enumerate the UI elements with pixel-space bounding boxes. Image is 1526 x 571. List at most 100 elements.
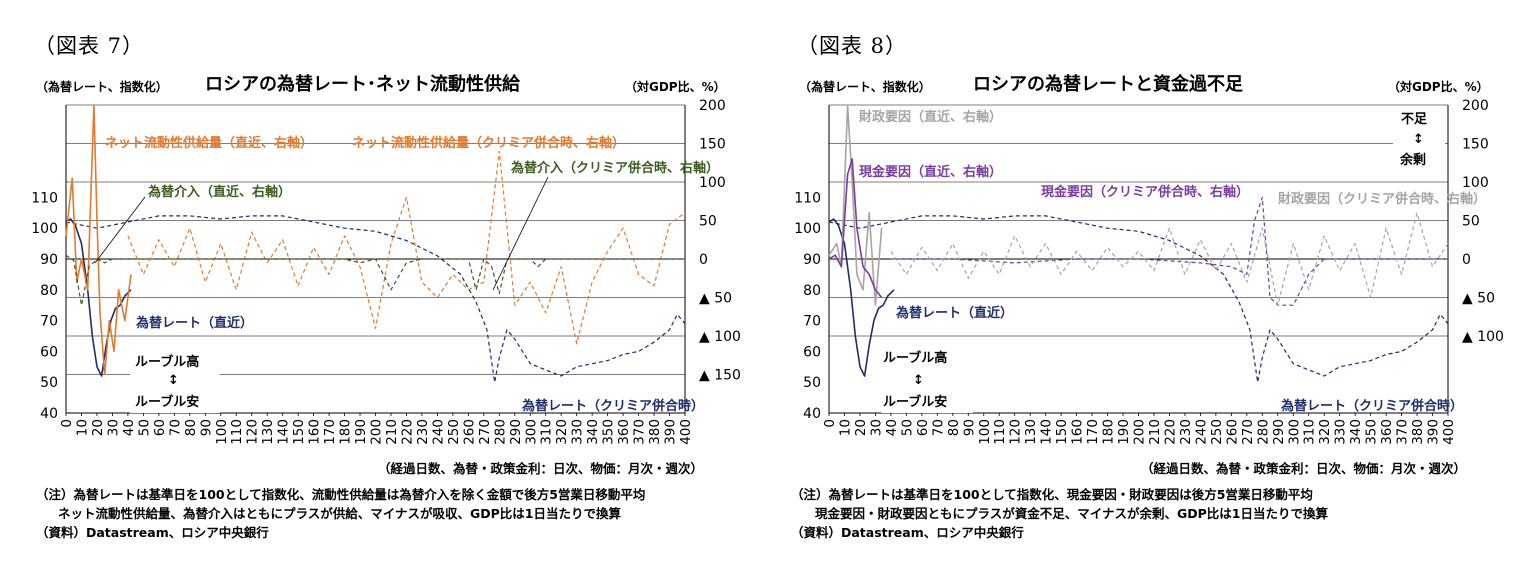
x-tick-label: 390: [663, 419, 679, 445]
label-mask: [1393, 108, 1445, 172]
y-right-tick-label: 0: [1462, 252, 1471, 268]
x-tick-label: 50: [136, 419, 152, 436]
left-axis-unit: （為替レート、指数化）: [36, 80, 168, 94]
x-tick-label: 210: [1147, 419, 1163, 445]
x-tick-label: 90: [961, 419, 977, 436]
chart-annotation: ルーブル安: [135, 394, 199, 410]
x-tick-label: 130: [260, 419, 276, 445]
y-left-tick-label: 60: [40, 344, 58, 360]
y-right-tick-label: ▲ 150: [699, 368, 741, 384]
series-line: [828, 215, 1449, 383]
x-tick-label: 220: [1162, 419, 1178, 445]
x-tick-label: 400: [678, 419, 694, 445]
series-line: [65, 218, 132, 377]
x-tick-label: 70: [930, 419, 946, 436]
chart-annotation: 為替介入（直近、右軸）: [148, 184, 291, 200]
chart-annotation: 為替介入（クリミア併合時、右軸）: [511, 160, 719, 176]
x-tick-label: 170: [1085, 419, 1101, 445]
x-tick-label: 320: [554, 419, 570, 445]
series-line: [828, 218, 895, 377]
x-tick-label: 110: [229, 419, 245, 445]
chart-annotation: 財政要因（直近、右軸）: [858, 109, 1002, 125]
x-tick-label: 280: [1255, 419, 1271, 445]
leader-line: [492, 176, 549, 291]
figure-label: （図表 8）: [797, 34, 908, 58]
x-tick-label: 30: [868, 419, 884, 436]
x-tick-label: 0: [59, 419, 75, 428]
x-tick-label: 370: [632, 419, 648, 445]
chart-title: ロシアの為替レート･ネット流動性供給: [205, 74, 520, 95]
series-line: [890, 196, 1448, 306]
x-tick-label: 370: [1395, 419, 1411, 445]
chart-annotation: 余剰: [1399, 152, 1426, 168]
series-line: [65, 254, 685, 306]
x-tick-label: 80: [946, 419, 962, 436]
right-axis-unit: （対GDP比、%）: [625, 80, 726, 94]
chart-annotation: 為替レート（クリミア併合時）: [1281, 398, 1463, 414]
x-tick-label: 210: [384, 419, 400, 445]
chart-title: ロシアの為替レートと資金過不足: [973, 74, 1243, 95]
y-right-tick-label: 200: [1462, 98, 1489, 114]
y-left-tick-label: 100: [794, 221, 821, 237]
chart-annotation: 為替レート（直近）: [896, 305, 1013, 321]
x-tick-label: 260: [1224, 419, 1240, 445]
y-right-tick-label: 0: [699, 252, 708, 268]
y-left-tick-label: 50: [803, 375, 821, 391]
x-tick-label: 110: [992, 419, 1008, 445]
x-tick-label: 320: [1317, 419, 1333, 445]
x-tick-label: 250: [446, 419, 462, 445]
x-tick-label: 200: [369, 419, 385, 445]
chart-annotation: ルーブル高: [135, 354, 199, 370]
x-tick-label: 40: [884, 419, 900, 436]
x-tick-label: 270: [1240, 419, 1256, 445]
y-left-tick-label: 90: [803, 252, 821, 268]
x-tick-label: 100: [977, 419, 993, 445]
x-tick-label: 220: [399, 419, 415, 445]
x-tick-label: 240: [1193, 419, 1209, 445]
y-right-tick-label: 50: [1462, 214, 1480, 230]
y-left-tick-label: 110: [794, 190, 821, 206]
y-right-tick-label: ▲ 100: [1462, 329, 1504, 345]
chart-annotation: ↕: [1413, 132, 1424, 147]
x-tick-label: 380: [1410, 419, 1426, 445]
x-tick-label: 60: [915, 419, 931, 436]
x-tick-label: 360: [1379, 419, 1395, 445]
x-tick-label: 310: [539, 419, 555, 445]
footnote-2: 現金要因・財政要因ともにプラスが資金不足、マイナスが余剰、GDP比は1日当たりで…: [815, 506, 1328, 521]
x-tick-label: 70: [167, 419, 183, 436]
x-tick-label: 360: [616, 419, 632, 445]
series-line: [890, 212, 1449, 306]
x-tick-label: 180: [338, 419, 354, 445]
x-tick-label: 310: [1302, 419, 1318, 445]
x-tick-label: 20: [90, 419, 106, 436]
x-tick-label: 50: [899, 419, 915, 436]
x-tick-label: 230: [1178, 419, 1194, 445]
x-tick-label: 0: [822, 419, 838, 428]
y-right-tick-label: 200: [699, 98, 726, 114]
y-right-tick-label: ▲ 50: [1462, 291, 1495, 307]
x-tick-label: 80: [183, 419, 199, 436]
x-tick-label: 340: [585, 419, 601, 445]
x-tick-label: 20: [853, 419, 869, 436]
x-tick-label: 260: [461, 419, 477, 445]
x-tick-label: 350: [601, 419, 617, 445]
y-left-tick-label: 100: [31, 221, 58, 237]
x-tick-label: 330: [1333, 419, 1349, 445]
x-axis-note: （経過日数、為替・政策金利：日次、物価：月次・週次）: [1141, 461, 1467, 476]
x-tick-label: 300: [523, 419, 539, 445]
x-tick-label: 180: [1101, 419, 1117, 445]
chart-annotation: 現金要因（直近、右軸）: [859, 164, 1002, 180]
chart-annotation: 為替レート（直近）: [136, 315, 253, 331]
source-note: （資料）Datastream、ロシア中央銀行: [791, 525, 1024, 540]
chart-annotation: 財政要因（クリミア併合時、右軸）: [1277, 191, 1486, 207]
x-tick-label: 150: [291, 419, 307, 445]
chart-annotation: ネット流動性供給量（直近、右軸）: [105, 135, 313, 151]
x-tick-label: 140: [1039, 419, 1055, 445]
series-line: [828, 158, 883, 299]
y-right-tick-label: 100: [699, 175, 726, 191]
x-tick-label: 40: [121, 419, 137, 436]
chart-annotation: 不足: [1401, 112, 1428, 127]
y-left-tick-label: 90: [40, 252, 58, 268]
y-left-tick-label: 70: [803, 314, 821, 330]
